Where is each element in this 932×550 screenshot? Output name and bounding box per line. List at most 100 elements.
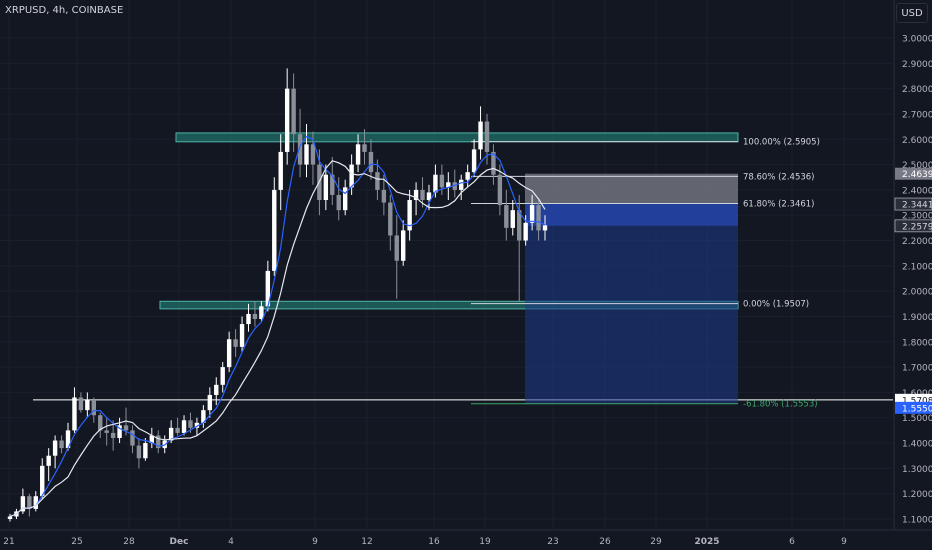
candle-body [368,151,374,173]
candle-body [175,427,180,433]
price-tick-label: 2.7000 [902,110,932,120]
time-tick-label: 21 [3,537,14,547]
candle-body [529,205,535,223]
price-tick-label: 1.8000 [902,338,932,348]
candle-body [304,144,309,165]
price-tick-label: 1.4000 [902,440,932,450]
candle-body [33,496,38,509]
horizontal-zones [33,132,893,401]
grid-lines [0,0,893,530]
fib-level-label: 78.60% (2.4536) [743,172,815,182]
price-tick-label: 1.7000 [902,364,932,374]
time-tick-label: 19 [479,537,491,547]
candle-body [323,174,329,201]
candle-body [381,189,387,203]
candle-body [297,134,303,165]
fib-level-label: 0.00% (1.9507) [743,300,809,310]
candle-body [136,445,142,459]
candle-body [517,210,522,241]
candle-body [446,182,451,188]
time-tick-label: Dec [170,537,189,547]
stop-loss-zone [525,173,738,205]
candle-body [388,202,393,236]
candle-body [420,189,425,201]
price-tick-label: 1.9000 [902,313,932,323]
candle-body [400,230,406,261]
candle-body [91,400,96,416]
candle-body [143,443,148,459]
price-tick-label: 2.4000 [902,186,932,196]
candle-body [78,397,84,411]
candle-body [471,149,477,173]
price-axis[interactable]: 3.0000 2.9000 2.8000 2.7000 2.6000 2.5000 2.40… [893,0,932,530]
candle-body [459,179,464,190]
candle-body [310,144,316,165]
candle-body [149,435,155,444]
candle-body [233,339,238,347]
time-tick-label: 6 [789,537,795,547]
price-label-text: 1.5708 [902,396,932,406]
candle-body [452,182,457,190]
candle-body [330,174,335,195]
price-tick-label: 1.3000 [902,465,932,475]
candle-body [181,420,187,433]
candle-body [336,194,341,211]
candle-body [362,144,367,152]
candle-body [27,496,32,509]
price-tick-label: 2.0000 [902,288,932,298]
price-tick-label: 2.5000 [902,161,932,171]
fast-moving-average [9,135,546,518]
price-tick-label: 2.2000 [902,237,932,247]
candle-body [413,189,419,201]
candle-body [188,420,193,428]
time-tick-label: 12 [361,537,372,547]
time-tick-label: 29 [650,537,662,547]
resistance-zone [175,132,739,143]
take-profit-zone [525,225,738,404]
candle-body [497,174,503,206]
candle-body [349,164,354,188]
entry-zone [525,204,738,226]
candle-body [194,422,200,428]
slow-moving-average [9,160,546,518]
price-tick-label: 2.8000 [902,85,932,95]
candle-body [46,455,51,466]
candle-body [426,192,432,201]
time-tick-label: 4 [228,537,234,547]
candle-body [407,200,412,231]
candle-body [265,270,271,307]
price-label-box [894,197,932,211]
candle-body [72,397,77,431]
currency-button[interactable]: USD [896,3,928,23]
candle-body [110,432,116,438]
time-tick-label: 16 [428,537,440,547]
candle-body [123,425,129,431]
candle-body [104,430,109,433]
candle-body [130,430,135,446]
price-tick-label: 2.9000 [902,60,932,70]
candle-body [523,222,528,241]
time-tick-label: 25 [71,537,82,547]
candle-body [433,174,438,193]
candle-body [156,435,161,449]
candle-body [201,410,206,423]
time-axis[interactable]: 21 25 28 Dec 4 9 12 16 19 23 26 29 2025 6 9 [0,529,932,547]
price-label-box [895,401,932,414]
time-tick-label: 23 [547,537,558,547]
candle-body [491,151,496,175]
fibonacci-tool[interactable]: 100.00% (2.5905) 78.60% (2.4536) 61.80% (2… [471,138,820,410]
short-position-tool[interactable] [525,173,738,404]
candle-body [65,430,71,449]
candle-body [246,313,251,325]
time-tick-label: 2025 [694,537,719,547]
fib-level-label: 100.00% (2.5905) [743,138,820,148]
price-label-text: 2.4639 [902,170,932,180]
candle-body [355,144,361,165]
candle-body [117,425,122,438]
candle-body [394,235,399,261]
candle-body [220,367,225,385]
price-tick-label: 1.5000 [902,414,932,424]
candle-body [59,440,64,449]
